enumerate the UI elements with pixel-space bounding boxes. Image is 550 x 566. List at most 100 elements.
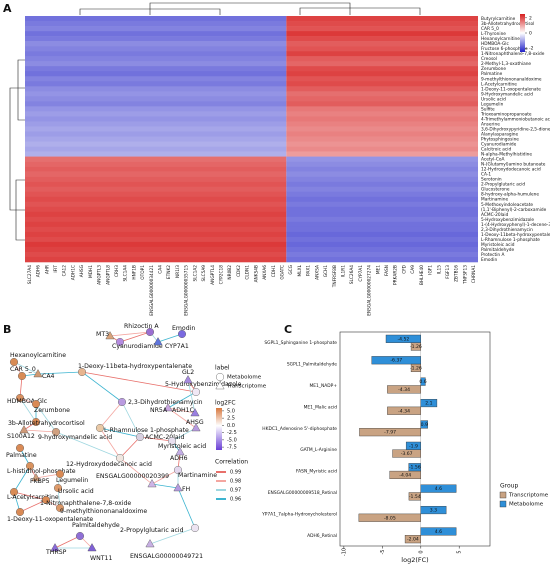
row-label: Alanylasparagine [481, 131, 519, 137]
bar [385, 334, 421, 343]
node-label: Hexanoylcarnitine [10, 352, 66, 359]
row-label: Palmatine [481, 71, 503, 77]
data-label: 4.6 [435, 529, 442, 535]
colorbar [520, 14, 525, 52]
heatmap-cell [25, 66, 287, 72]
row-label: 5-Hydroxybenzimidazole [481, 217, 534, 223]
column-label: AHR [44, 265, 50, 274]
heatmap-cell [25, 201, 287, 208]
network-node [31, 473, 41, 482]
node-label: L-histidinol-phosphate [7, 468, 76, 475]
bar [420, 527, 457, 536]
colorbar-tick-label: 0 [529, 31, 532, 37]
heatmap-cell [25, 166, 287, 172]
node-label: HDMBOA-Glc [7, 398, 48, 405]
node-label: 9-hydroxymandelic acid [38, 434, 112, 441]
row-label: Ursolic acid [481, 96, 506, 102]
edge [109, 331, 151, 337]
bar [404, 535, 421, 544]
legend-title: Correlation [215, 459, 248, 466]
heatmap-cell [25, 241, 287, 248]
legend-label: 0.97 [230, 488, 241, 494]
data-label: -8.05 [384, 515, 396, 521]
heatmap-cell [286, 101, 478, 107]
data-label: -6.37 [390, 358, 402, 364]
column-label: CA12 [62, 265, 68, 277]
heatmap-cell [286, 166, 478, 172]
node-label: Emodin [172, 325, 195, 332]
node-label: Myristoleic acid [158, 443, 206, 450]
node-label: 12-Hydroxydodecanoic acid [66, 461, 152, 468]
heatmap-cell [25, 31, 287, 37]
column-label: SLC1A4 [123, 265, 129, 282]
heatmap-cell [25, 206, 287, 213]
node-label: 1-Deoxy-11-oxopentalenate [7, 516, 93, 523]
dendrogram [9, 2, 421, 241]
data-label: -1.56 [409, 465, 421, 471]
row-label: N-alpha-Methylhistidine [481, 152, 532, 158]
column-label: OTOP1 [140, 265, 146, 280]
heatmap-cell [25, 216, 287, 223]
heatmap-cell [25, 231, 287, 238]
row-label: Butyrylcarnitine [481, 16, 516, 22]
row-label: Fructose 6-phosphate [481, 46, 528, 52]
network-node [177, 330, 186, 339]
category-label: SGPL1_Palmitaldehyde [287, 362, 337, 368]
edge [19, 499, 47, 513]
column-label: CYP7A1 [358, 265, 364, 282]
legend-swatch [499, 491, 507, 499]
category-label: YP7A1_7alpha-Hydroxycholesterol [261, 511, 337, 517]
heatmap-cell [25, 221, 287, 228]
row-label: CA-1 [481, 172, 491, 178]
panel-label: B [3, 323, 11, 336]
heatmap-cell [25, 36, 287, 42]
panel-label: A [3, 2, 12, 15]
legend-symbol [215, 381, 225, 390]
node-label: ADH6 [170, 455, 188, 462]
column-label: PRKAR2B [393, 265, 399, 285]
node-label: MT3 [96, 331, 109, 338]
column-label: SLC27A4 [27, 265, 33, 285]
heatmap-cell [25, 186, 287, 193]
column-label: CFD [401, 264, 407, 273]
heatmap-cell [286, 106, 478, 112]
bar [359, 428, 421, 437]
edge [167, 407, 196, 414]
heatmap-cell [25, 41, 287, 47]
column-label: IGF1 [428, 265, 434, 275]
heatmap-cell [25, 21, 287, 27]
network-node [135, 433, 144, 442]
heatmap-cell [25, 76, 287, 82]
heatmap-cell [286, 241, 478, 248]
edge [81, 371, 197, 393]
row-label: 2-Propylglutaric acid [481, 182, 525, 188]
column-label: CRH3 [114, 265, 120, 277]
row-label: Serotonin [481, 177, 502, 183]
heatmap-cell [286, 151, 478, 157]
column-label: CYP2C18 [219, 265, 225, 285]
column-label: CHRNA1 [471, 265, 477, 283]
bar [358, 513, 421, 522]
row-label: 2-Methyl-1,3-oxathiane [481, 61, 531, 67]
heatmap-cell [286, 96, 478, 102]
column-label: ZBTB16 [454, 265, 460, 282]
heatmap-cell [25, 101, 287, 107]
category-label: HKDC1_Adenosine 5'-diphosphate [262, 426, 337, 432]
column-label: HNF1B [131, 265, 137, 280]
node-label: S100A12 [7, 433, 35, 440]
node-label: 9-methylthiononanaldoxime [60, 508, 147, 515]
heatmap-cell [25, 211, 287, 218]
row-label: Acetyl-CoA [481, 157, 504, 163]
row-label: HDMBOA-Glc [481, 41, 510, 47]
node-label: 5-Hydroxybenzimidazole [165, 381, 242, 388]
network-node [95, 424, 104, 433]
column-label: ANGPTL3 [97, 265, 103, 285]
network-node [153, 337, 163, 346]
heatmap-cell [25, 56, 287, 62]
legend-label: Metabolome [509, 502, 544, 508]
bar [387, 406, 421, 415]
row-label: 3,6-Dihydroxypyridine-2,5-dione [481, 126, 550, 132]
node-label: 1-Deoxy-11beta-hydroxypentalenate [78, 363, 192, 370]
legend-title: Group [500, 483, 518, 490]
x-axis-label: log2(FC) [401, 556, 428, 564]
